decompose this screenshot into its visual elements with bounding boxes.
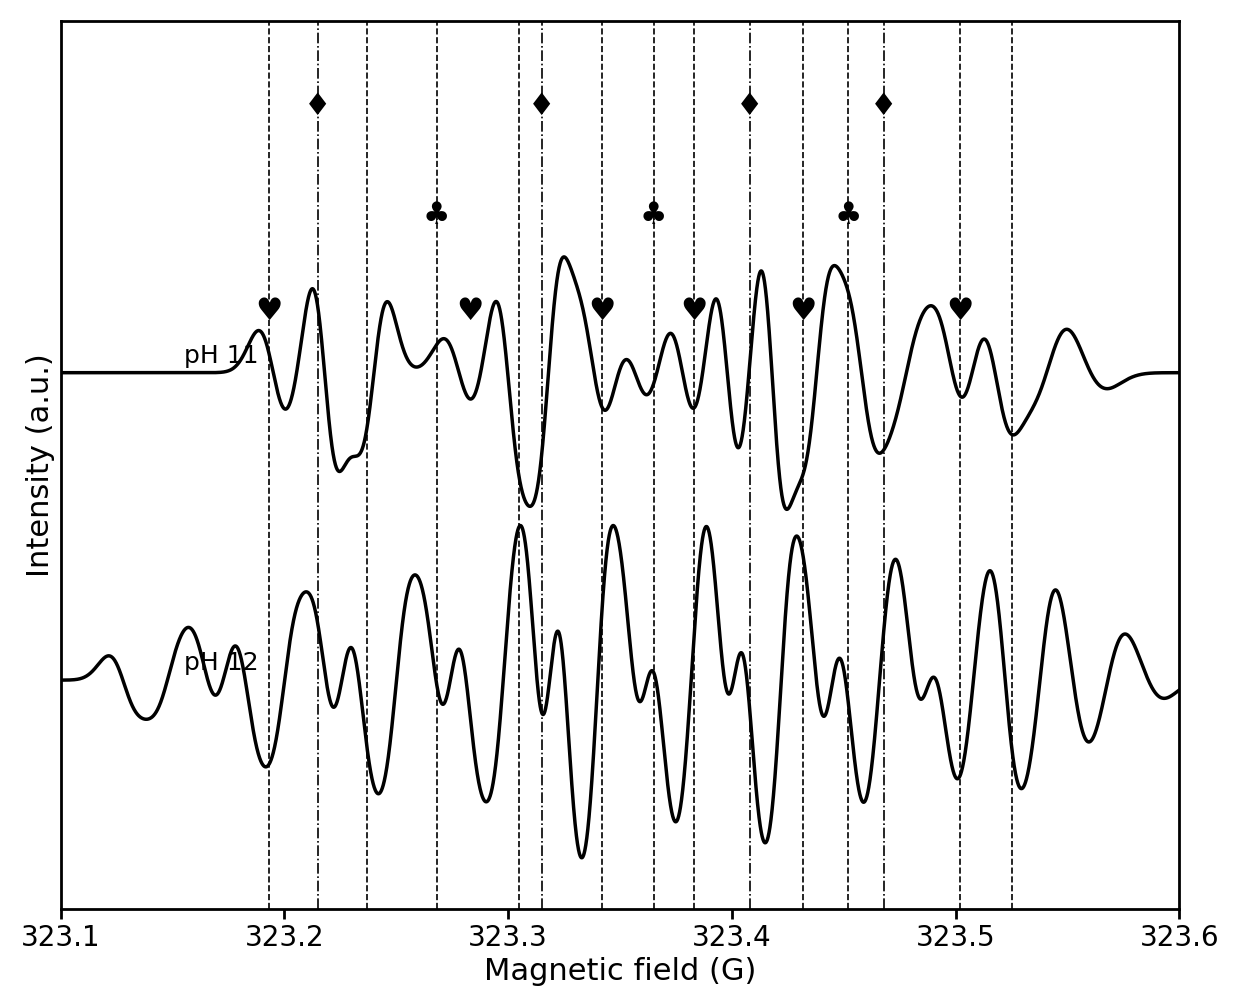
Text: ♦: ♦ bbox=[304, 92, 331, 121]
Text: ♣: ♣ bbox=[423, 201, 450, 230]
Text: ♥: ♥ bbox=[681, 297, 708, 325]
Text: ♥: ♥ bbox=[255, 297, 283, 325]
Y-axis label: Intensity (a.u.): Intensity (a.u.) bbox=[26, 353, 55, 577]
Text: ♥: ♥ bbox=[946, 297, 973, 325]
Text: pH 11: pH 11 bbox=[184, 343, 258, 368]
Text: ♦: ♦ bbox=[737, 92, 764, 121]
Text: ♥: ♥ bbox=[790, 297, 817, 325]
Text: ♥: ♥ bbox=[456, 297, 484, 325]
X-axis label: Magnetic field (G): Magnetic field (G) bbox=[484, 958, 756, 986]
Text: ♣: ♣ bbox=[640, 201, 667, 230]
Text: ♣: ♣ bbox=[835, 201, 862, 230]
Text: ♥: ♥ bbox=[589, 297, 616, 325]
Text: ♦: ♦ bbox=[528, 92, 556, 121]
Text: pH 12: pH 12 bbox=[184, 652, 258, 675]
Text: ♦: ♦ bbox=[870, 92, 898, 121]
